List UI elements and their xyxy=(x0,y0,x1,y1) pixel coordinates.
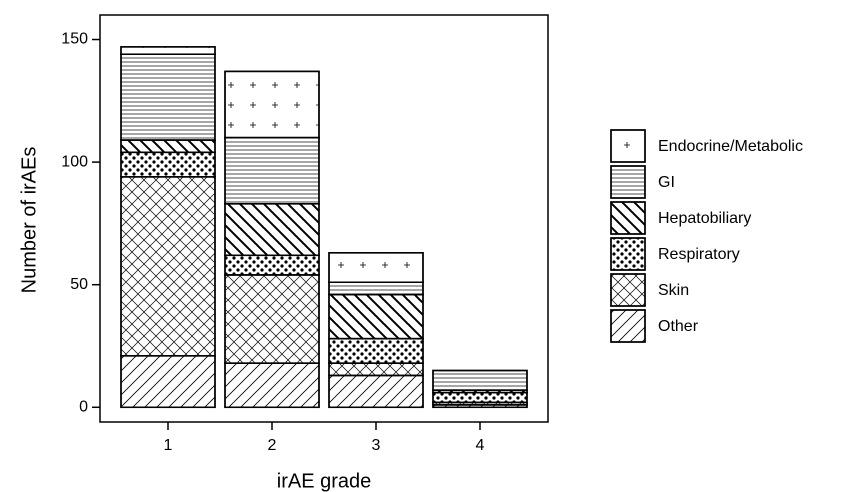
x-tick-label: 1 xyxy=(164,437,173,454)
legend-label: Endocrine/Metabolic xyxy=(658,138,803,155)
bar-segment xyxy=(120,46,216,55)
bar-segment xyxy=(120,176,216,357)
bar-segment xyxy=(328,281,424,296)
y-tick-label: 0 xyxy=(79,399,88,416)
bar-segment xyxy=(224,254,320,276)
bar-segment xyxy=(328,362,424,377)
bar-segment xyxy=(120,53,216,141)
bar-segment xyxy=(328,337,424,364)
legend-swatch xyxy=(610,273,646,307)
legend-swatch xyxy=(610,201,646,235)
x-tick-label: 2 xyxy=(268,437,277,454)
legend-label: GI xyxy=(658,174,675,191)
legend-swatch xyxy=(610,309,646,343)
bar-segment xyxy=(120,151,216,178)
x-tick-label: 3 xyxy=(372,437,381,454)
legend-label: Other xyxy=(658,318,699,335)
bar-segment xyxy=(432,369,528,391)
y-tick-label: 100 xyxy=(61,153,88,170)
legend-swatch xyxy=(610,237,646,271)
plot-frame xyxy=(99,14,549,423)
bar-segment xyxy=(328,374,424,409)
bar-segment xyxy=(224,70,320,139)
x-axis-label: irAE grade xyxy=(277,470,372,492)
x-tick-label: 4 xyxy=(476,437,485,454)
legend-swatch xyxy=(610,165,646,199)
bar-segment xyxy=(224,362,320,409)
legend-swatch xyxy=(610,129,646,163)
legend-label: Skin xyxy=(658,282,689,299)
legend-label: Hepatobiliary xyxy=(658,210,751,227)
bar-segment xyxy=(120,139,216,154)
y-axis-label: Number of irAEs xyxy=(18,147,40,294)
bar-segment xyxy=(432,391,528,404)
bar-segment xyxy=(224,203,320,257)
bar-segment xyxy=(328,252,424,283)
bar-segment xyxy=(224,274,320,364)
y-tick-label: 50 xyxy=(70,276,88,293)
bar-segment xyxy=(120,355,216,409)
bar-segment xyxy=(328,293,424,340)
legend-label: Respiratory xyxy=(658,246,740,263)
bar-segment xyxy=(224,136,320,205)
y-tick-label: 150 xyxy=(61,31,88,48)
